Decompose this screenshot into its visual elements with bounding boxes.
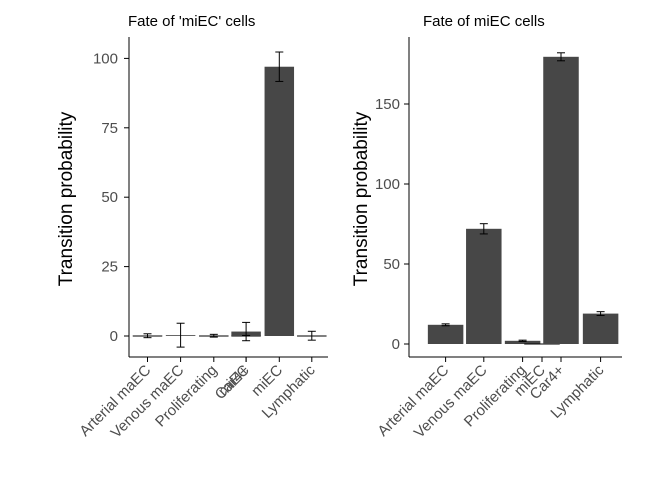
right-y-ticks: 0 50 100 150 <box>375 96 409 353</box>
right-bar <box>504 340 541 344</box>
left-bar <box>264 66 295 336</box>
left-chart-title: Fate of 'miEC' cells <box>128 13 255 30</box>
left-y-axis-label: Transition probability <box>56 111 77 286</box>
right-chart-title: Fate of miEC cells <box>423 13 545 30</box>
left-y-tick-label: 75 <box>101 120 118 137</box>
right-panel-fate-of-miec: Fate of miEC cells Transition probabilit… <box>351 13 622 442</box>
left-x-tick-label: Car4+ <box>212 362 253 403</box>
left-error-bars <box>143 51 316 348</box>
left-y-tick-label: 100 <box>93 50 118 67</box>
right-error-bars <box>441 52 605 342</box>
right-y-tick-label: 50 <box>383 256 400 273</box>
right-bar <box>427 324 464 344</box>
left-panel-fate-of-miec-quoted: Fate of 'miEC' cells Transition probabil… <box>56 13 328 442</box>
right-y-tick-label: 100 <box>375 176 400 193</box>
right-y-tick-label: 150 <box>375 96 400 113</box>
right-bar <box>582 313 619 344</box>
left-y-tick-label: 0 <box>110 328 118 345</box>
right-bar-marks <box>427 56 619 345</box>
right-bar <box>543 56 579 345</box>
right-y-tick-label: 0 <box>392 336 400 353</box>
left-y-tick-label: 25 <box>101 259 118 276</box>
right-bar <box>466 228 502 344</box>
left-y-tick-label: 50 <box>101 189 118 206</box>
left-bar-marks <box>132 66 327 337</box>
right-y-axis-label: Transition probability <box>351 111 372 286</box>
left-y-ticks: 0 25 50 75 100 <box>93 50 129 345</box>
